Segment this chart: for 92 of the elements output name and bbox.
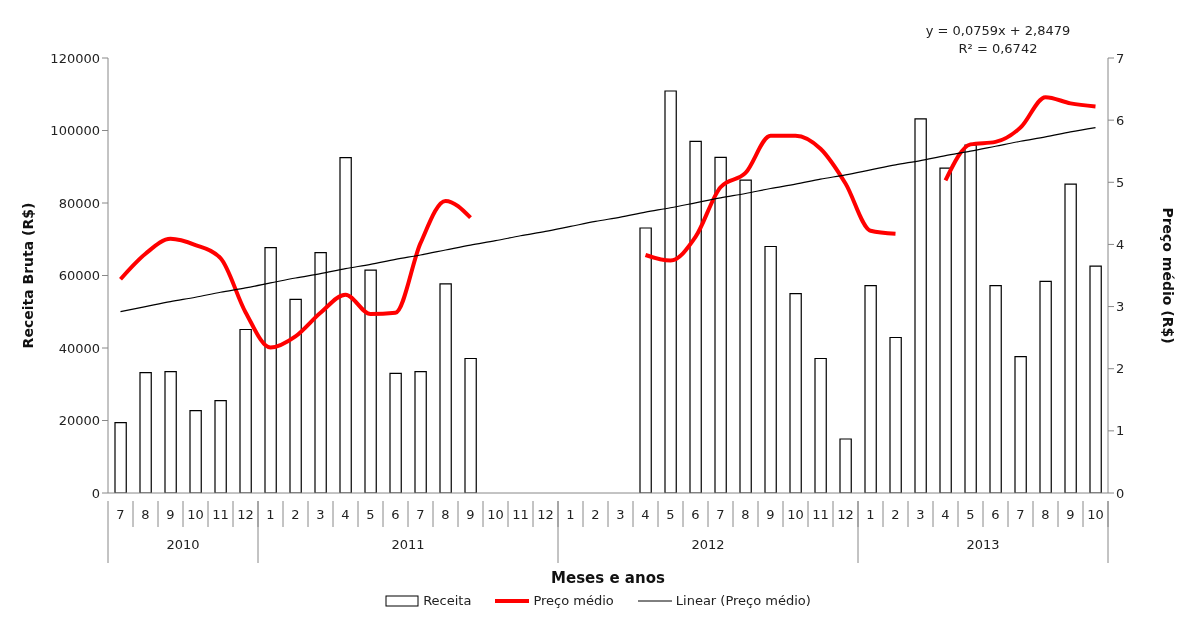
- y-tick-label: 40000: [58, 340, 100, 356]
- x-tick-label: 1: [566, 507, 575, 522]
- x-tick-label: 1: [266, 507, 275, 522]
- y2-tick-label: 5: [1116, 174, 1125, 190]
- x-tick-label: 1: [866, 507, 875, 522]
- x-tick-label: 11: [212, 507, 229, 522]
- bar: [464, 357, 477, 493]
- x-tick-label: 11: [812, 507, 829, 522]
- x-tick-label: 10: [787, 507, 804, 522]
- bar: [114, 422, 127, 493]
- bar: [864, 285, 877, 493]
- x-tick-label: 9: [766, 507, 775, 522]
- y2-tick-label: 1: [1116, 423, 1125, 439]
- y-tick-label: 20000: [58, 413, 100, 429]
- bar: [439, 283, 452, 493]
- bar: [889, 336, 902, 493]
- x-tick-label: 2: [291, 507, 300, 522]
- y-tick-label: 60000: [58, 268, 100, 284]
- y2-tick-label: 6: [1116, 112, 1125, 128]
- bar: [839, 438, 852, 493]
- x-tick-label: 8: [441, 507, 450, 522]
- y-tick-label: 80000: [58, 195, 100, 211]
- bar: [1089, 265, 1102, 493]
- bar: [1039, 280, 1052, 493]
- y-tick-label: 0: [91, 485, 100, 501]
- x-tick-label: 3: [616, 507, 625, 522]
- y2-tick-label: 2: [1116, 361, 1125, 377]
- x-tick-label: 4: [341, 507, 350, 522]
- x-tick-label: 8: [1041, 507, 1050, 522]
- text: 2013: [966, 537, 1000, 552]
- x-tick-label: 11: [512, 507, 529, 522]
- bar: [239, 328, 252, 493]
- bar: [764, 245, 777, 493]
- x-tick-label: 3: [316, 507, 325, 522]
- bar: [1014, 356, 1027, 493]
- bar: [389, 372, 402, 493]
- y-tick-label: 120000: [50, 50, 100, 66]
- x-tick-label: 10: [187, 507, 204, 522]
- x-tick-label: 9: [1066, 507, 1075, 522]
- x-tick-label: 6: [391, 507, 400, 522]
- bar: [989, 285, 1002, 493]
- bar: [364, 269, 377, 493]
- legend-label: Linear (Preço médio): [674, 593, 811, 608]
- x-axis-title: Meses e anos: [551, 569, 665, 587]
- y2-tick-label: 0: [1116, 485, 1125, 501]
- y2-tick-label: 4: [1116, 237, 1125, 253]
- bar: [189, 410, 202, 493]
- x-tick-label: 6: [691, 507, 700, 522]
- x-tick-label: 7: [416, 507, 425, 522]
- x-tick-label: 7: [716, 507, 725, 522]
- x-tick-label: 7: [1016, 507, 1025, 522]
- x-tick-label: 9: [166, 507, 175, 522]
- y2-axis-title: Preço médio (R$): [1160, 207, 1177, 344]
- x-tick-label: 2: [891, 507, 900, 522]
- x-tick-label: 5: [966, 507, 975, 522]
- x-tick-label: 8: [741, 507, 750, 522]
- bar: [639, 227, 652, 493]
- bar: [814, 357, 827, 493]
- bar: [939, 167, 952, 493]
- bar: [214, 399, 227, 493]
- x-tick-label: 7: [116, 507, 125, 522]
- bar: [139, 372, 152, 493]
- text: R² = 0,6742: [958, 41, 1038, 56]
- text: 2011: [391, 537, 425, 552]
- x-tick-label: 4: [941, 507, 950, 522]
- bar: [1064, 183, 1077, 493]
- text: y = 0,0759x + 2,8479: [924, 22, 1072, 40]
- x-tick-label: 12: [537, 507, 554, 522]
- y-axis-title: Receita Bruta (R$): [19, 202, 36, 349]
- legend-label: Preço médio: [532, 593, 614, 608]
- x-tick-label: 4: [641, 507, 650, 522]
- x-tick-label: 12: [837, 507, 854, 522]
- y-tick-label: 100000: [50, 123, 100, 139]
- text: 2010: [166, 537, 200, 552]
- x-tick-label: 5: [666, 507, 675, 522]
- x-tick-label: 10: [1087, 507, 1104, 522]
- x-tick-label: 10: [487, 507, 504, 522]
- bar: [164, 370, 177, 493]
- text: 2012: [691, 537, 725, 552]
- bar: [414, 370, 427, 493]
- y2-tick-label: 7: [1116, 50, 1125, 66]
- legend-label: Receita: [422, 593, 472, 608]
- y2-tick-label: 3: [1116, 299, 1125, 315]
- x-tick-label: 5: [366, 507, 375, 522]
- x-tick-label: 3: [916, 507, 925, 522]
- x-tick-label: 12: [237, 507, 254, 522]
- bar: [289, 298, 302, 493]
- x-tick-label: 9: [466, 507, 475, 522]
- x-tick-label: 2: [591, 507, 600, 522]
- x-tick-label: 8: [141, 507, 150, 522]
- bar: [789, 293, 802, 493]
- x-tick-label: 6: [991, 507, 1000, 522]
